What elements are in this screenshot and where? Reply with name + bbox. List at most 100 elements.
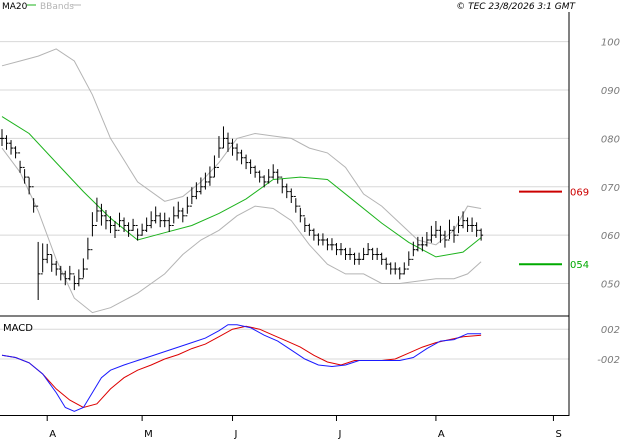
- price-bar: [316, 233, 321, 246]
- bband-lower-line: [1, 147, 482, 314]
- level-marker-label: 069: [570, 188, 589, 199]
- price-bar: [176, 201, 181, 219]
- price-bar: [280, 176, 285, 194]
- bband-upper-line: [1, 48, 482, 246]
- macd-tick-label: -002: [597, 355, 620, 366]
- price-bar: [185, 196, 190, 217]
- price-bar: [216, 136, 221, 168]
- price-bar: [27, 176, 32, 195]
- price-bar: [99, 203, 104, 226]
- price-bar: [284, 183, 289, 199]
- price-bar: [366, 243, 371, 256]
- legend-ma20: MA20: [2, 2, 28, 12]
- price-bar: [85, 237, 90, 270]
- chart-frame: [0, 12, 570, 416]
- price-bar: [194, 182, 199, 200]
- price-bar: [388, 262, 393, 275]
- price-bar: [122, 217, 127, 233]
- price-bar: [135, 224, 140, 241]
- legend: MA20 BBands: [2, 2, 81, 12]
- price-bar: [325, 238, 330, 251]
- price-bar: [379, 252, 384, 265]
- macd-lines: [1, 324, 482, 412]
- price-bar: [58, 265, 63, 281]
- price-bar: [18, 152, 23, 173]
- price-bar: [244, 154, 249, 170]
- price-bar: [144, 217, 149, 233]
- price-bar: [22, 166, 27, 184]
- price-bar: [117, 212, 122, 231]
- price-bar: [302, 215, 307, 233]
- price-bar: [140, 223, 145, 236]
- price-bar: [442, 230, 447, 248]
- legend-bbands: BBands: [40, 2, 74, 12]
- price-tick-label: 070: [601, 183, 620, 194]
- price-bar: [275, 169, 280, 184]
- price-bar: [158, 212, 163, 228]
- price-bar: [406, 251, 411, 270]
- price-bar: [126, 222, 131, 237]
- price-bar: [470, 217, 475, 233]
- price-bar: [424, 232, 429, 247]
- macd-grid: [0, 328, 569, 360]
- price-bar: [429, 225, 434, 243]
- price-bar: [180, 207, 185, 223]
- price-bar: [40, 243, 45, 275]
- price-bar: [72, 273, 77, 291]
- price-bar: [230, 138, 235, 156]
- price-bar: [320, 233, 325, 246]
- level-markers: 069 054: [519, 188, 589, 271]
- macd-y-axis: 002 -002: [597, 325, 620, 366]
- price-bar: [266, 169, 271, 184]
- x-tick-label: J: [234, 429, 238, 440]
- macd-panel: 002 -002 MACD: [0, 323, 620, 412]
- price-bar: [167, 217, 172, 233]
- price-bar: [239, 149, 244, 165]
- price-bar: [0, 129, 4, 147]
- price-bar: [479, 228, 484, 241]
- price-bar: [397, 267, 402, 280]
- price-bar: [103, 210, 108, 230]
- price-panel: 069 054 100 090 080 070 060 050: [0, 38, 620, 314]
- price-bar: [311, 228, 316, 241]
- price-bar: [262, 175, 267, 188]
- price-bar: [293, 195, 298, 213]
- x-tick-label: J: [337, 429, 341, 440]
- price-bar: [411, 241, 416, 260]
- copyright: © TEC 23/8/2026 3:1 GMT: [456, 2, 576, 12]
- price-bar: [235, 143, 240, 161]
- price-bar: [375, 247, 380, 260]
- price-bar: [9, 140, 14, 155]
- price-bar: [452, 225, 456, 243]
- price-bar: [289, 188, 294, 203]
- x-tick-label: A: [49, 429, 56, 440]
- bollinger-bands: [1, 48, 482, 314]
- x-tick-label: A: [438, 429, 445, 440]
- price-bar: [465, 217, 470, 233]
- price-y-axis: 100 090 080 070 060 050: [601, 38, 620, 291]
- price-bar: [203, 172, 208, 190]
- price-bar: [447, 219, 452, 241]
- price-bar: [189, 187, 194, 207]
- x-tick-label: S: [555, 429, 561, 440]
- price-bar: [248, 159, 253, 174]
- price-bar: [36, 205, 41, 300]
- price-tick-label: 100: [601, 38, 620, 49]
- price-bar: [361, 247, 366, 260]
- price-bar: [31, 186, 36, 213]
- price-bar: [402, 262, 407, 275]
- price-bar: [63, 270, 68, 286]
- price-bar: [226, 132, 230, 152]
- price-bar: [4, 135, 9, 150]
- ma20-polyline: [1, 116, 482, 258]
- price-bar: [149, 211, 154, 229]
- price-bar: [45, 243, 50, 264]
- price-bar: [76, 269, 81, 287]
- price-bar: [307, 223, 312, 236]
- price-bar: [474, 222, 479, 237]
- price-bar: [212, 155, 217, 178]
- price-bar: [81, 258, 86, 280]
- price-grid: [0, 41, 569, 285]
